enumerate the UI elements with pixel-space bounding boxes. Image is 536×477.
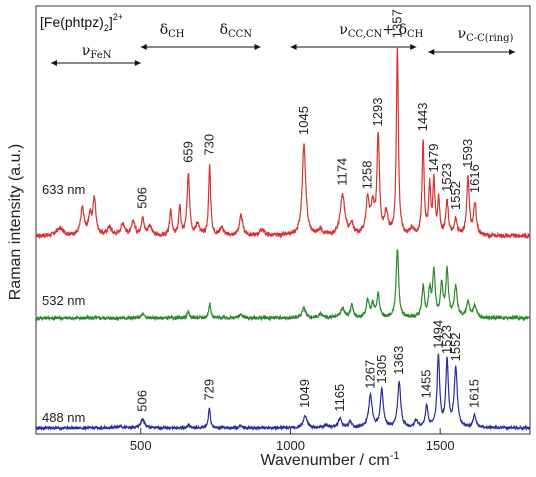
series-label: 633 nm bbox=[42, 182, 85, 197]
region-subscript: FeN bbox=[90, 50, 111, 61]
region-symbol: ν bbox=[458, 26, 467, 42]
region-arrowhead-left bbox=[140, 44, 147, 50]
series-label: 488 nm bbox=[42, 410, 85, 425]
region-label: δCCN bbox=[220, 22, 253, 40]
region-arrowhead-left bbox=[290, 44, 297, 50]
x-tick-label: 500 bbox=[130, 438, 152, 453]
chart-title: [Fe(phtpz)2]2+ bbox=[40, 12, 123, 33]
region-arrowhead-right bbox=[410, 44, 417, 50]
peak-label: 1357 bbox=[389, 9, 404, 38]
peak-label: 1616 bbox=[467, 164, 482, 193]
plot-frame bbox=[35, 5, 531, 435]
peak-label: 1049 bbox=[297, 379, 312, 408]
x-ticks: 500 1000 1500 bbox=[130, 428, 455, 453]
region-subscript: CCN bbox=[228, 29, 252, 40]
peak-label: 1258 bbox=[360, 160, 375, 189]
region-subscript: CH bbox=[168, 29, 185, 40]
peak-label: 506 bbox=[135, 187, 150, 209]
x-tick-label: 1500 bbox=[426, 438, 455, 453]
peak-label: 1305 bbox=[374, 355, 389, 384]
peak-label: 1174 bbox=[335, 158, 350, 186]
peak-label: 1593 bbox=[460, 139, 475, 168]
peak-label: 1494 bbox=[430, 320, 445, 349]
spectra: 633 nm 532 nm 488 nm bbox=[35, 47, 531, 432]
region-symbol: δ bbox=[160, 22, 168, 38]
title-subscript: 2 bbox=[104, 23, 109, 33]
region-subscript: CC,CN bbox=[348, 29, 383, 40]
peak-label: 1443 bbox=[415, 102, 430, 131]
molecule-title: [Fe(phtpz)2]2+ bbox=[40, 12, 123, 33]
series-label: 532 nm bbox=[42, 293, 85, 308]
peak-label: 1455 bbox=[419, 369, 434, 398]
peak-label: 730 bbox=[202, 134, 217, 156]
peak-label: 1267 bbox=[362, 360, 377, 389]
region-label: δCH bbox=[160, 22, 185, 40]
title-main: [Fe(phtpz) bbox=[40, 14, 104, 30]
peak-label: 659 bbox=[180, 141, 195, 163]
region-plus-delta: + δ bbox=[382, 22, 407, 38]
peak-label: 1615 bbox=[467, 379, 482, 408]
region-arrowhead-right bbox=[134, 60, 141, 66]
peak-label: 1363 bbox=[391, 346, 406, 375]
spectrum-line-488nm bbox=[35, 353, 531, 432]
x-axis-label-text: Wavenumber / cm bbox=[261, 452, 390, 469]
region-symbol: ν bbox=[339, 22, 348, 38]
y-axis-label: Raman intensity (a.u.) bbox=[7, 144, 24, 301]
peak-label: 506 bbox=[135, 390, 150, 412]
peak-label: 1165 bbox=[332, 384, 347, 412]
title-superscript: 2+ bbox=[113, 12, 123, 22]
peak-label: 729 bbox=[201, 379, 216, 401]
region-arrowhead-right bbox=[509, 49, 516, 55]
region-subscript-2: CH bbox=[407, 29, 424, 40]
peak-label: 1045 bbox=[296, 106, 311, 135]
region-label: νFeN bbox=[82, 43, 112, 61]
x-axis-label-unit-exponent: -1 bbox=[390, 450, 400, 462]
region-arrowhead-left bbox=[428, 49, 435, 55]
spectrum-line-532nm bbox=[35, 249, 531, 322]
region-arrowhead-right bbox=[254, 44, 261, 50]
region-label: νCC,CN+ δCH bbox=[339, 22, 423, 40]
x-axis-label: Wavenumber / cm-1 bbox=[261, 450, 400, 469]
region-subscript: C-C(ring) bbox=[466, 33, 513, 44]
peak-label: 1523 bbox=[439, 163, 454, 192]
region-symbol: ν bbox=[82, 43, 91, 59]
peak-label: 1523 bbox=[439, 325, 454, 354]
spectrum-line-633nm bbox=[35, 47, 531, 240]
peak-label: 1552 bbox=[448, 332, 463, 361]
region-arrowhead-left bbox=[50, 60, 57, 66]
peak-label: 1479 bbox=[426, 144, 441, 173]
region-symbol: δ bbox=[220, 22, 228, 38]
x-tick-label: 1000 bbox=[276, 438, 305, 453]
peak-label: 1552 bbox=[448, 181, 463, 210]
title-close: ] bbox=[109, 14, 113, 30]
region-label: νC-C(ring) bbox=[458, 26, 514, 44]
peak-label: 1293 bbox=[370, 98, 385, 127]
